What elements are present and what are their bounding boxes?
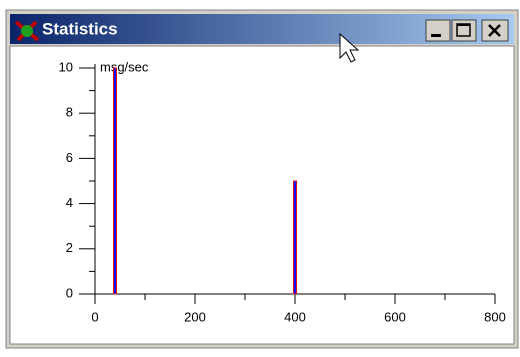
y-tick-label: 2 [66, 240, 73, 255]
bar [294, 181, 297, 294]
x-tick-label: 800 [484, 309, 506, 324]
window-title: Statistics [42, 19, 118, 38]
maximize-button[interactable] [452, 20, 476, 41]
x-tick-label: 400 [284, 309, 306, 324]
x-tick-label: 0 [91, 309, 98, 324]
page: Statistics 02468100200400600800msg/sec (… [0, 0, 520, 352]
y-tick-label: 10 [59, 59, 73, 74]
y-tick-label: 4 [66, 195, 73, 210]
x-tick-label: 600 [384, 309, 406, 324]
close-button[interactable] [482, 20, 508, 41]
bar [114, 68, 117, 294]
client-area [10, 46, 514, 344]
window: Statistics 0 2 4 6 8 10 0 200 400 600 800 msg/sec [0, 0, 520, 352]
y-tick-label: 0 [66, 285, 73, 300]
minimize-button[interactable] [426, 20, 450, 41]
x-tick-label: 200 [184, 309, 206, 324]
y-tick-label: 6 [66, 150, 73, 165]
y-axis-label: msg/sec [100, 59, 149, 74]
y-tick-label: 8 [66, 105, 73, 120]
